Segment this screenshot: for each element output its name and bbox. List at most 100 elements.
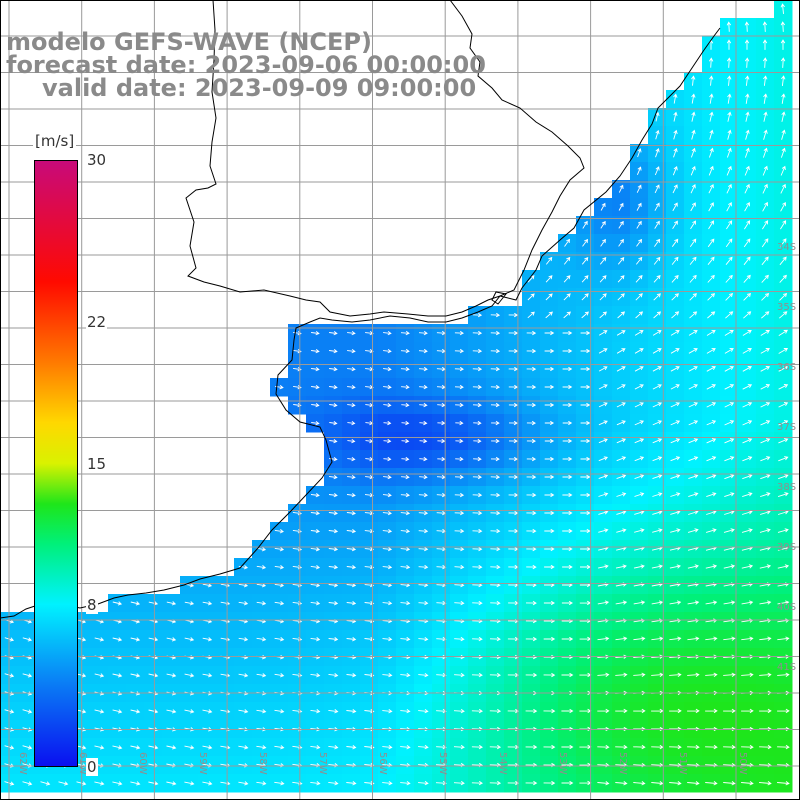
wind-arrow	[544, 510, 555, 516]
wind-arrow	[508, 312, 519, 318]
wind-arrow	[637, 148, 642, 158]
wind-arrow	[727, 111, 732, 122]
wind-arrow	[673, 129, 678, 140]
wind-arrow	[400, 564, 411, 570]
wind-arrow	[616, 528, 627, 533]
colorbar-tick-label: 22	[86, 312, 108, 331]
wind-arrow	[778, 456, 789, 462]
wind-arrow	[435, 780, 447, 786]
wind-arrow	[741, 636, 754, 641]
wind-arrow	[652, 402, 663, 408]
wind-arrow	[563, 256, 571, 265]
wind-arrow	[742, 456, 753, 462]
wind-arrow	[707, 293, 716, 301]
wind-arrow	[759, 672, 772, 677]
wind-arrow	[490, 456, 500, 462]
wind-arrow	[562, 330, 573, 336]
wind-arrow	[274, 745, 285, 750]
wind-arrow	[274, 565, 285, 570]
wind-arrow	[562, 564, 573, 570]
wind-arrow	[311, 348, 320, 354]
longitude-label: 58W	[257, 752, 268, 775]
wind-arrow	[744, 183, 750, 194]
wind-arrow	[310, 673, 321, 678]
wind-arrow	[616, 456, 627, 462]
longitude-label: 55W	[437, 752, 448, 775]
wind-arrow	[148, 601, 159, 606]
wind-arrow	[778, 366, 789, 372]
longitude-label: 59W	[197, 752, 208, 775]
wind-arrow	[561, 780, 574, 786]
wind-arrow	[744, 57, 750, 68]
wind-arrow	[347, 402, 356, 408]
wind-arrow	[544, 420, 555, 426]
wind-arrow	[779, 292, 788, 301]
wind-arrow	[418, 744, 429, 750]
wind-arrow	[489, 744, 502, 750]
wind-arrow	[652, 330, 662, 336]
wind-arrow	[490, 384, 500, 390]
wind-arrow	[544, 474, 555, 480]
wind-arrow	[491, 420, 500, 426]
wind-arrow	[311, 330, 320, 336]
wind-arrow	[652, 528, 663, 533]
wind-arrow	[184, 781, 195, 786]
wind-arrow	[745, 111, 750, 122]
latitude-label: 38S	[777, 482, 796, 493]
wind-arrow	[634, 384, 644, 390]
wind-arrow	[616, 438, 627, 444]
wind-arrow	[761, 292, 770, 301]
colorbar-units: [m/s]	[33, 132, 77, 150]
wind-arrow	[382, 510, 392, 516]
wind-arrow	[598, 384, 608, 390]
wind-arrow	[400, 510, 411, 516]
wind-arrow	[672, 220, 678, 230]
wind-arrow	[472, 636, 483, 642]
wind-arrow	[544, 348, 555, 354]
wind-arrow	[762, 21, 768, 32]
wind-arrow	[724, 492, 735, 498]
wind-arrow	[781, 129, 786, 140]
wind-arrow	[741, 528, 753, 533]
wind-arrow	[651, 564, 663, 569]
wind-arrow	[672, 165, 678, 176]
wind-arrow	[706, 330, 716, 336]
wind-arrow	[454, 564, 465, 570]
wind-arrow	[545, 256, 553, 265]
wind-arrow	[94, 709, 105, 714]
wind-arrow	[328, 492, 338, 498]
wind-arrow	[708, 57, 714, 68]
wind-arrow	[600, 202, 606, 211]
wind-arrow	[202, 673, 213, 678]
wind-arrow	[561, 744, 574, 750]
latitude-label: 36S	[777, 362, 796, 373]
wind-arrow	[238, 709, 249, 714]
wind-arrow	[382, 709, 393, 714]
wind-arrow	[311, 402, 320, 408]
wind-arrow	[597, 636, 610, 641]
wind-arrow	[274, 529, 284, 534]
wind-arrow	[437, 420, 446, 426]
wind-arrow	[634, 366, 644, 372]
wind-arrow	[455, 402, 464, 408]
wind-arrow	[707, 311, 716, 319]
wind-arrow	[329, 474, 338, 480]
wind-arrow	[544, 492, 555, 498]
wind-arrow	[346, 781, 357, 786]
wind-arrow	[655, 111, 660, 122]
wind-arrow	[688, 474, 699, 480]
wind-arrow	[724, 330, 734, 336]
wind-arrow	[724, 438, 735, 444]
wind-arrow	[727, 75, 732, 86]
wind-arrow	[777, 636, 790, 641]
wind-arrow	[454, 600, 465, 606]
longitude-label: 57W	[317, 752, 328, 775]
wind-arrow	[401, 420, 410, 426]
wind-arrow	[544, 528, 555, 534]
wind-arrow	[744, 21, 750, 32]
wind-arrow	[490, 402, 500, 408]
wind-arrow	[598, 366, 608, 372]
wind-arrow	[687, 600, 700, 605]
wind-arrow	[418, 546, 429, 552]
wind-arrow	[400, 528, 411, 534]
